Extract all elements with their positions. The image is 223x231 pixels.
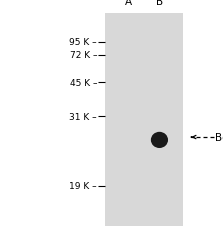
Text: 45 K –: 45 K –	[70, 79, 97, 87]
Bar	[105, 14, 183, 226]
Ellipse shape	[151, 132, 168, 148]
Text: 95 K –: 95 K –	[69, 38, 97, 47]
Text: 19 K –: 19 K –	[69, 182, 97, 191]
Text: A: A	[125, 0, 132, 7]
Text: 31 K –: 31 K –	[69, 112, 97, 122]
Text: 72 K –: 72 K –	[70, 51, 97, 60]
Text: B: B	[156, 0, 163, 7]
Text: Bcl-2: Bcl-2	[215, 132, 223, 143]
